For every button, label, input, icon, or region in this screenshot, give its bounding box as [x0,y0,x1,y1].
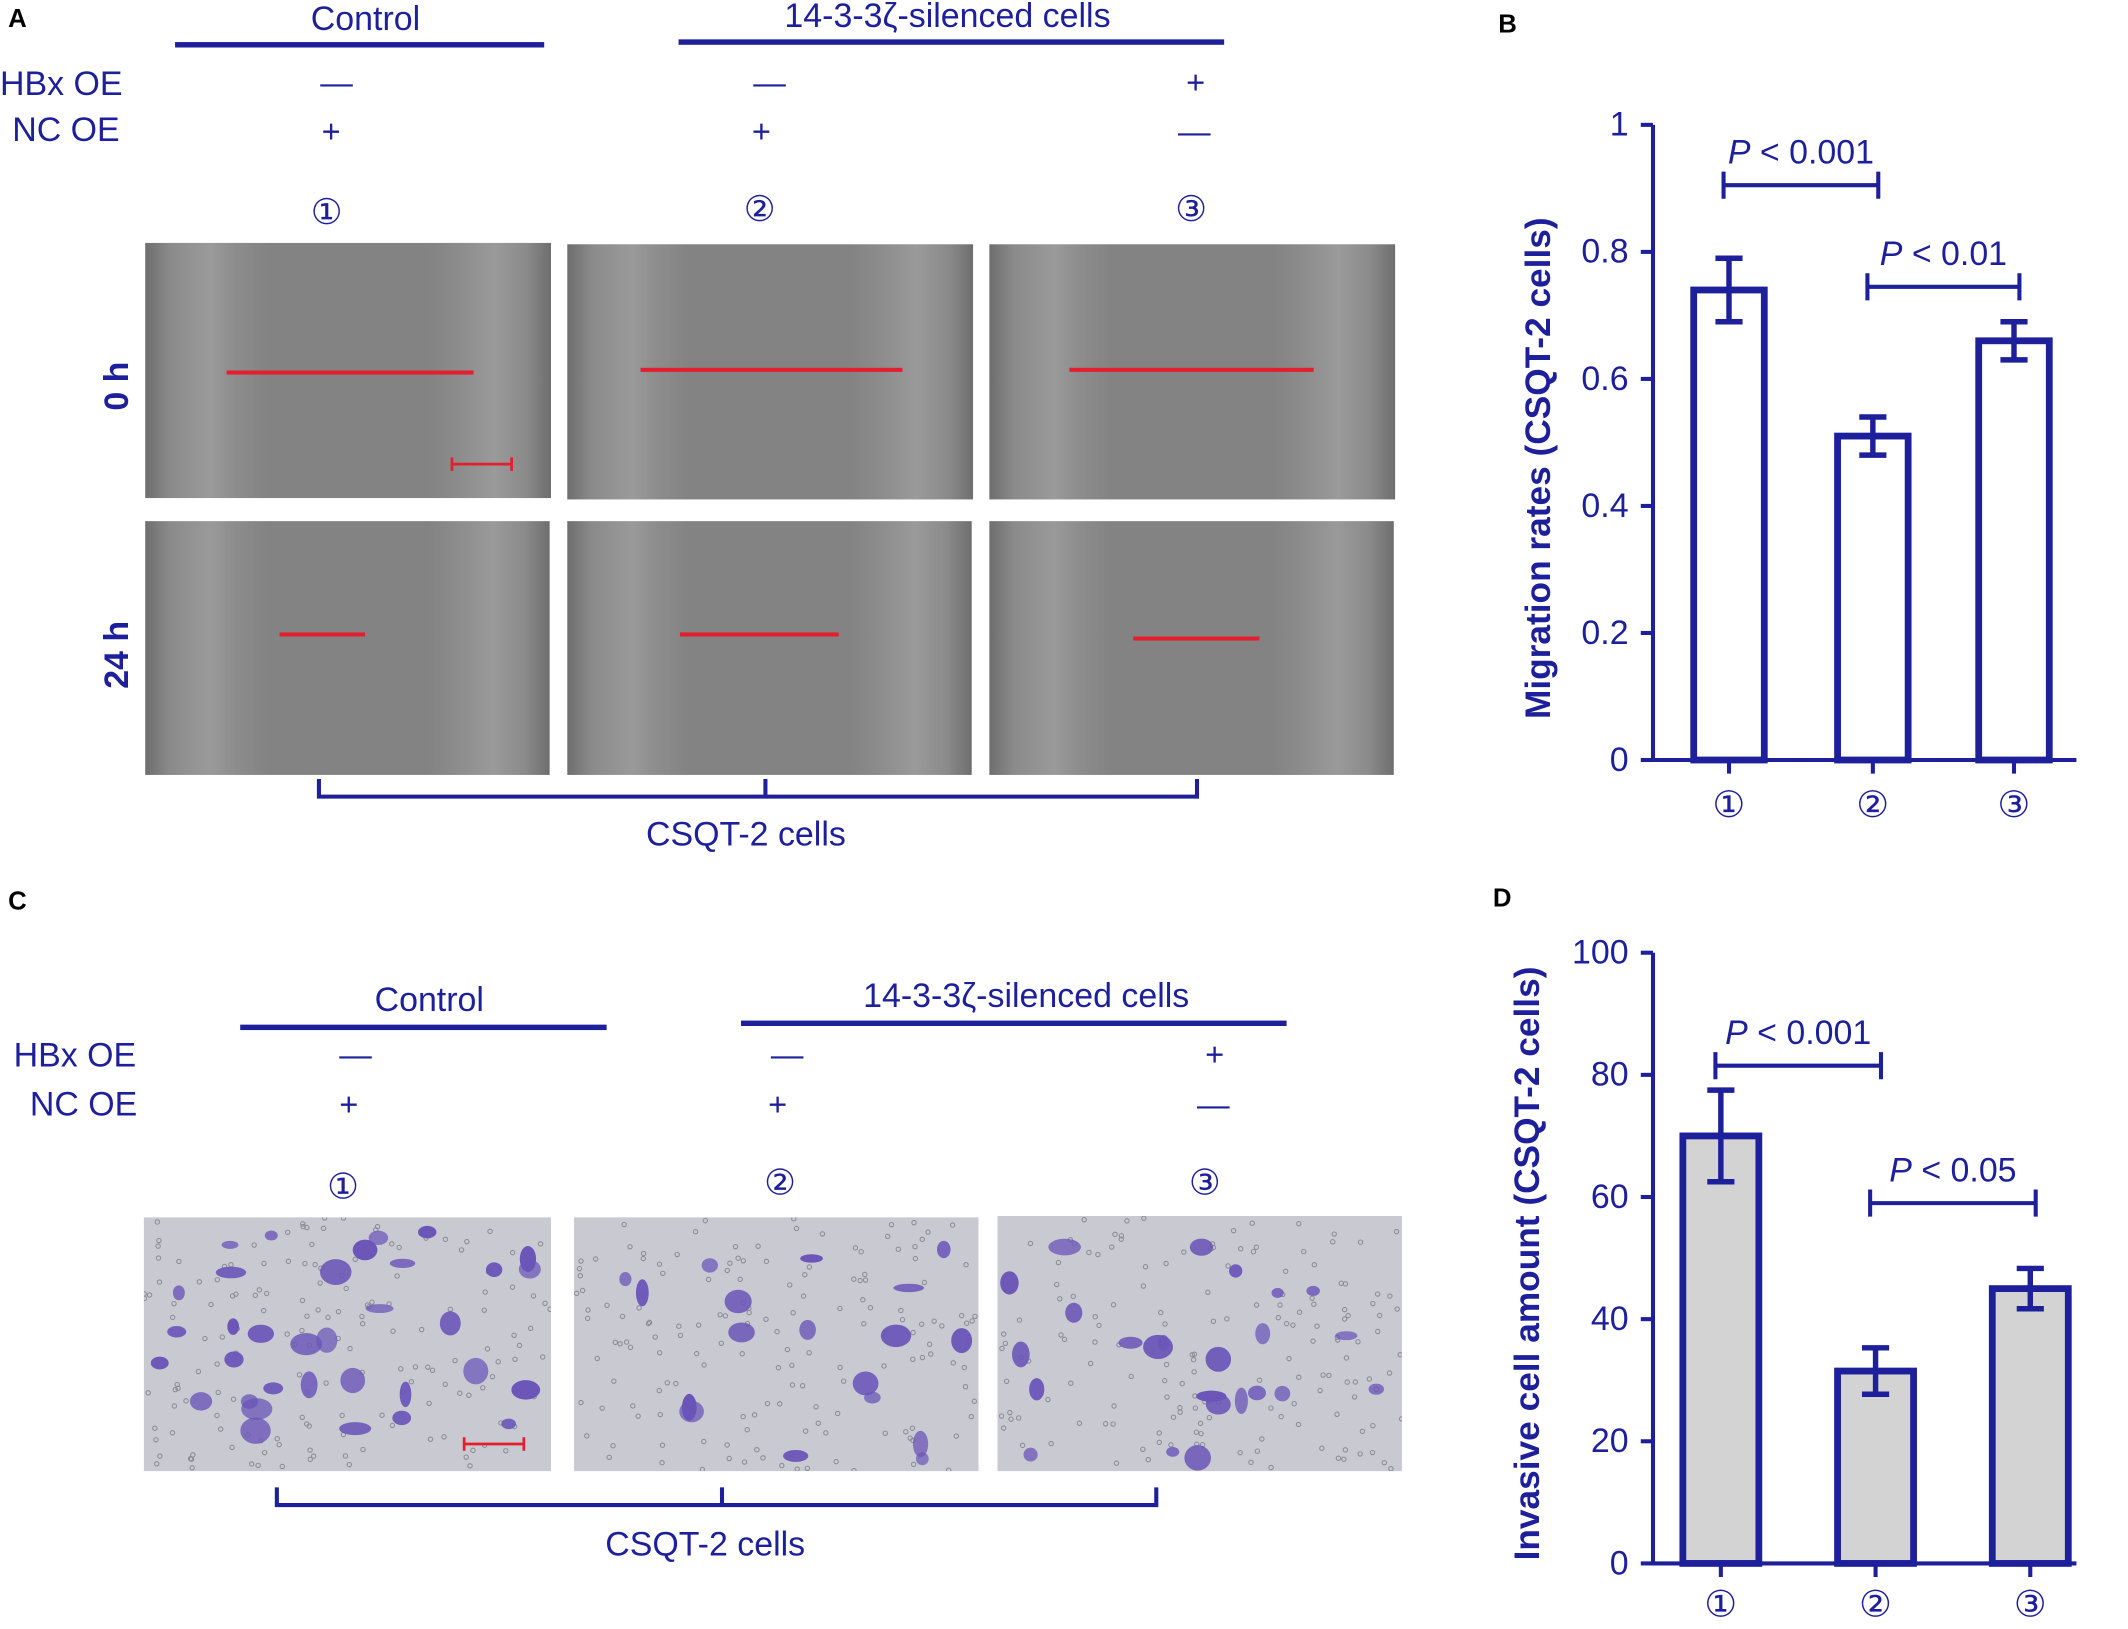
panel-c-hbx-2: — [770,1036,804,1074]
panel-c-circle-3: ③ [1188,1163,1221,1204]
scratch-image-24h-1 [145,521,550,775]
b-significance-bracket [1721,171,1881,199]
b-y-tick-label: 0.2 [1581,614,1628,652]
panel-a-nc-2: + [751,113,771,151]
panel-c-nc-label: NC OE [29,1085,138,1124]
panel-c-control-line [240,1024,607,1031]
d-y-tick-label: 80 [1591,1056,1629,1094]
panel-b-label: B [1498,10,1517,40]
panel-a-control-header: Control [310,0,421,38]
panel-a-circle-2: ② [743,189,776,231]
scratch-width-line [1069,367,1314,372]
panel-a-circle-3: ③ [1175,189,1207,231]
b-category-label: ② [1856,784,1889,825]
panel-a-circle-1: ① [310,192,343,234]
panel-a-time-24h: 24 h [98,620,137,689]
d-y-tick-label: 60 [1591,1178,1629,1216]
panel-c-circle-1: ① [327,1167,359,1208]
scratch-image-24h-3 [989,521,1394,775]
panel-a-time-0h: 0 h [98,361,137,411]
b-p-value-label: P < 0.01 [1880,235,2007,273]
scratch-image-0h-2 [567,244,974,500]
panel-a-silenced-line [678,39,1225,45]
migration-bar-chart: 0 0.2 0.4 0.6 0.8 1 Migration rates (CSQT-2 ce… [1519,106,2077,825]
panel-c-nc-1: + [339,1087,359,1124]
scratch-image-0h-3 [989,244,1396,500]
b-y-tick-label: 0.8 [1581,233,1628,271]
d-bar [1988,1285,2072,1567]
b-y-tick-label: 0.6 [1581,360,1628,398]
d-significance-bracket [1868,1189,2038,1217]
d-category-label: ③ [2014,1583,2047,1624]
panel-a-footer: CSQT-2 cells [645,815,846,854]
panel-c-hbx-label: HBx OE [13,1036,137,1075]
d-y-tick-label: 20 [1591,1422,1629,1460]
panel-d-label: D [1492,884,1512,914]
panel-a-hbx-2: — [753,65,786,102]
d-y-tick-label: 0 [1610,1544,1629,1582]
stained-cells [574,1217,978,1472]
panel-c-bracket [274,1487,1159,1508]
b-y-tick-label: 0.4 [1581,487,1628,525]
panel-c-hbx-1: — [339,1036,372,1074]
d-category-label: ② [1859,1583,1892,1624]
panel-a-label: A [8,5,27,34]
panel-c-footer: CSQT-2 cells [605,1525,806,1564]
scratch-width-line [1133,636,1260,641]
d-y-axis-title: Invasive cell amount (CSQT-2 cells) [1508,967,1547,1561]
scale-bar [450,457,513,471]
panel-a-hbx-3: + [1186,65,1206,102]
panel-c-control-header: Control [374,981,484,1020]
b-y-tick-label: 0 [1610,741,1629,779]
d-bar [1679,1132,1763,1567]
panel-a-nc-1: + [321,113,341,151]
b-bar [1690,286,1768,764]
panel-a-control-line [175,42,545,48]
d-bar [1834,1367,1917,1567]
panel-c-nc-2: + [768,1087,788,1124]
transwell-image-1 [143,1217,551,1472]
panel-a-silenced-header: 14-3-3ζ-silenced cells [784,0,1111,36]
stained-cells [998,1215,1402,1472]
transwell-image-3 [997,1215,1402,1472]
d-y-tick-label: 40 [1591,1300,1629,1338]
panel-a-nc-label: NC OE [12,111,120,150]
scratch-width-line [226,370,474,375]
scratch-image-0h-1 [145,242,551,499]
panel-c-silenced-header: 14-3-3ζ-silenced cells [863,977,1190,1016]
panel-a-hbx-1: — [320,65,353,102]
b-p-value-label: P < 0.001 [1728,133,1874,171]
panel-c-silenced-line [740,1020,1287,1026]
panel-c-circle-2: ② [764,1163,796,1204]
transwell-image-2 [574,1217,979,1472]
b-y-axis-title: Migration rates (CSQT-2 cells) [1519,217,1558,719]
scratch-width-line [679,632,839,637]
panel-c-hbx-3: + [1205,1036,1225,1074]
scale-bar [462,1437,526,1451]
panel-a-bracket [316,778,1200,799]
panel-a-hbx-label: HBx OE [0,65,123,104]
b-bar [1834,432,1912,764]
d-p-value-label: P < 0.05 [1889,1151,2016,1189]
d-y-tick-label: 100 [1572,934,1629,972]
scratch-image-24h-2 [567,521,972,775]
panel-a-nc-3: — [1177,113,1211,151]
b-category-label: ③ [1998,784,2031,825]
d-significance-bracket [1713,1052,1884,1080]
b-significance-bracket [1865,273,2022,301]
invasion-bar-chart: 0 20 40 60 80 100 Invasive cell amount (CSQT-2… [1508,934,2077,1624]
b-bar [1975,337,2053,764]
b-y-tick-label: 1 [1610,106,1629,144]
d-category-label: ① [1704,1583,1737,1624]
panel-c-nc-3: — [1196,1087,1230,1124]
b-category-label: ① [1713,784,1746,825]
d-p-value-label: P < 0.001 [1725,1014,1871,1052]
scratch-width-line [640,367,903,372]
scratch-width-line [279,632,366,637]
panel-c-label: C [8,887,27,917]
stained-cells [143,1217,551,1471]
